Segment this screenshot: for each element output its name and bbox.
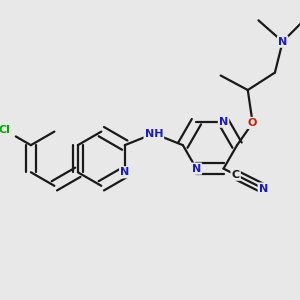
Text: N: N bbox=[192, 164, 201, 174]
Text: N: N bbox=[120, 167, 129, 177]
Text: C: C bbox=[232, 170, 240, 180]
Text: N: N bbox=[278, 37, 287, 46]
Text: N: N bbox=[219, 117, 228, 127]
Text: N: N bbox=[259, 184, 268, 194]
Text: Cl: Cl bbox=[0, 125, 10, 135]
Text: NH: NH bbox=[145, 128, 163, 139]
Text: O: O bbox=[248, 118, 257, 128]
